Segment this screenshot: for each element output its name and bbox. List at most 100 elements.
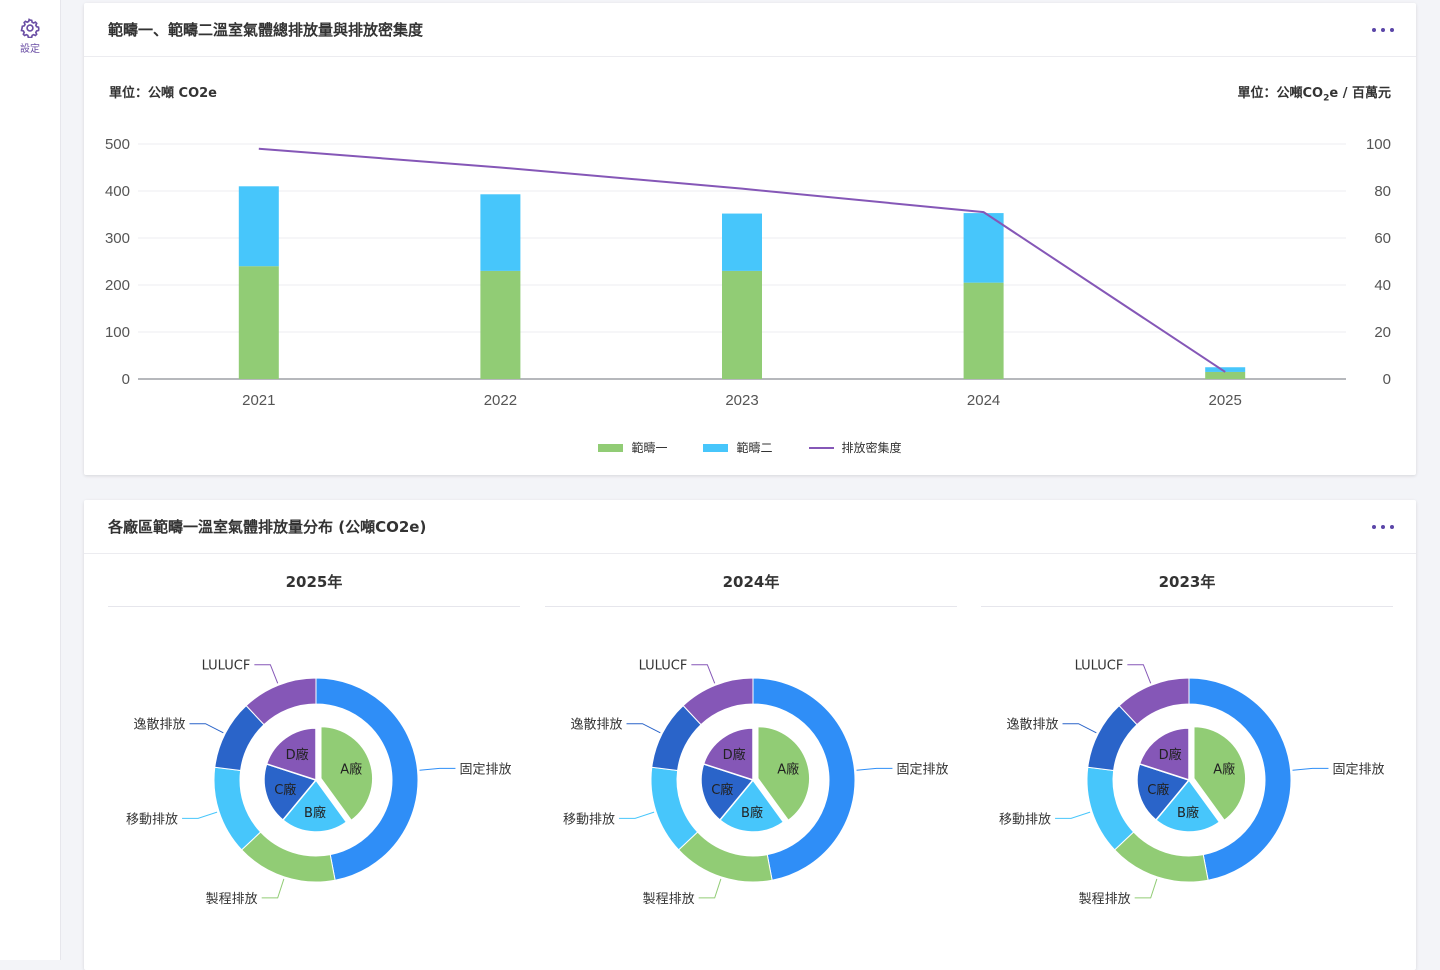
legend-swatch [703,443,729,452]
more-options-button[interactable] [1372,23,1394,37]
y-tick-right: 20 [1374,324,1391,341]
inner-slice [1138,727,1190,782]
outer-slice-label: 移動排放 [563,812,615,827]
inner-slice-label: B廠 [1177,805,1199,821]
label-leader [419,767,456,771]
legend-swatch [808,446,834,449]
emissions-trend-card: 範疇一、範疇二溫室氣體總排放量與排放密集度 單位：公噸 CO2e 單位：公噸CO… [84,3,1416,475]
outer-slice-label: 逸散排放 [570,718,622,733]
inner-slice-label: C廠 [274,782,296,798]
legend-item-intensity[interactable]: 排放密集度 [808,439,902,456]
legend-item-scope2[interactable]: 範疇二 [703,439,773,456]
y-tick-right: 60 [1374,230,1391,247]
legend-item-scope1[interactable]: 範疇一 [598,439,667,456]
dot-icon [1381,524,1385,529]
inner-slice-label: B廠 [304,805,326,821]
site-distribution-card: 各廠區範疇一溫室氣體排放量分布 (公噸CO2e) 2025年 2024年 202… [84,500,1416,970]
label-leader [189,723,224,734]
year-title: 2025年 [285,573,343,591]
chart-legend: 範疇一 範疇二 排放密集度 [84,439,1416,456]
right-unit-subscript: 2 [1323,93,1330,104]
y-tick-left: 400 [105,183,130,200]
outer-slice [1113,831,1209,883]
y-tick-left: 200 [105,277,130,294]
outer-slice [1188,677,1292,881]
inner-slice-label: C廠 [711,782,733,798]
inner-slice-label: D廠 [286,747,309,763]
dot-icon [1372,27,1376,32]
outer-slice [240,831,336,883]
card-header: 各廠區範疇一溫室氣體排放量分布 (公噸CO2e) [84,500,1416,554]
label-leader [698,878,722,899]
outer-slice-label: LULUCF [202,659,251,674]
label-leader [182,811,218,819]
bar [238,186,279,267]
outer-slice-label: 固定排放 [896,762,948,777]
label-leader [626,723,661,734]
year-title: 2024年 [722,573,780,591]
label-leader [856,767,893,771]
card-title: 範疇一、範疇二溫室氣體總排放量與排放密集度 [108,21,424,39]
y-tick-right: 80 [1374,183,1391,200]
inner-slice [702,727,754,782]
outer-slice [213,766,262,851]
divider [545,606,957,607]
outer-slice [677,831,773,883]
year-title: 2023年 [1158,573,1216,591]
bar [1205,371,1246,379]
inner-slice-label: A廠 [777,762,799,778]
label-leader [619,811,655,819]
divider [108,606,520,607]
bar [480,270,521,379]
bar [480,194,521,271]
outer-slice-label: 製程排放 [206,892,258,907]
x-tick: 2025 [1209,392,1242,409]
outer-slice [245,677,317,726]
right-axis-unit: 單位：公噸CO2e / 百萬元 [1238,82,1391,104]
more-options-button[interactable] [1372,520,1394,534]
outer-slice-label: LULUCF [1075,659,1124,674]
inner-slice-label: B廠 [741,805,763,821]
outer-slice [682,677,754,726]
inner-slice [700,762,755,822]
dot-icon [1381,27,1385,32]
dot-icon [1390,27,1394,32]
legend-swatch [598,443,624,452]
inner-slice-label: C廠 [1147,782,1169,798]
legend-label: 排放密集度 [841,441,902,455]
outer-slice [650,766,699,851]
label-leader [691,664,716,684]
inner-slice [1193,725,1247,822]
y-tick-right: 40 [1374,277,1391,294]
y-tick-left: 100 [105,324,130,341]
inner-slice [263,762,318,822]
label-leader [1134,878,1158,899]
outer-slice [752,677,856,881]
bar [963,213,1004,283]
label-leader [1127,664,1152,684]
outer-slice-label: 移動排放 [999,812,1051,827]
label-leader [1062,723,1097,734]
y-tick-left: 0 [122,371,130,388]
dot-icon [1372,524,1376,529]
label-leader [1292,767,1329,771]
sidebar-item-settings[interactable]: 設定 [0,18,60,55]
outer-slice-label: 固定排放 [1332,762,1384,777]
intensity-line [258,147,1226,373]
left-axis-unit: 單位：公噸 CO2e [109,86,217,101]
inner-slice [281,778,348,833]
inner-slice-label: A廠 [1213,762,1235,778]
bar [963,282,1004,379]
inner-slice-label: A廠 [340,762,362,778]
outer-slice-label: 逸散排放 [133,718,185,733]
inner-slice [1154,778,1221,833]
bar [238,266,279,379]
outer-slice-label: 固定排放 [459,762,511,777]
dot-icon [1390,524,1394,529]
bar [722,270,762,379]
legend-label: 範疇二 [736,441,773,455]
